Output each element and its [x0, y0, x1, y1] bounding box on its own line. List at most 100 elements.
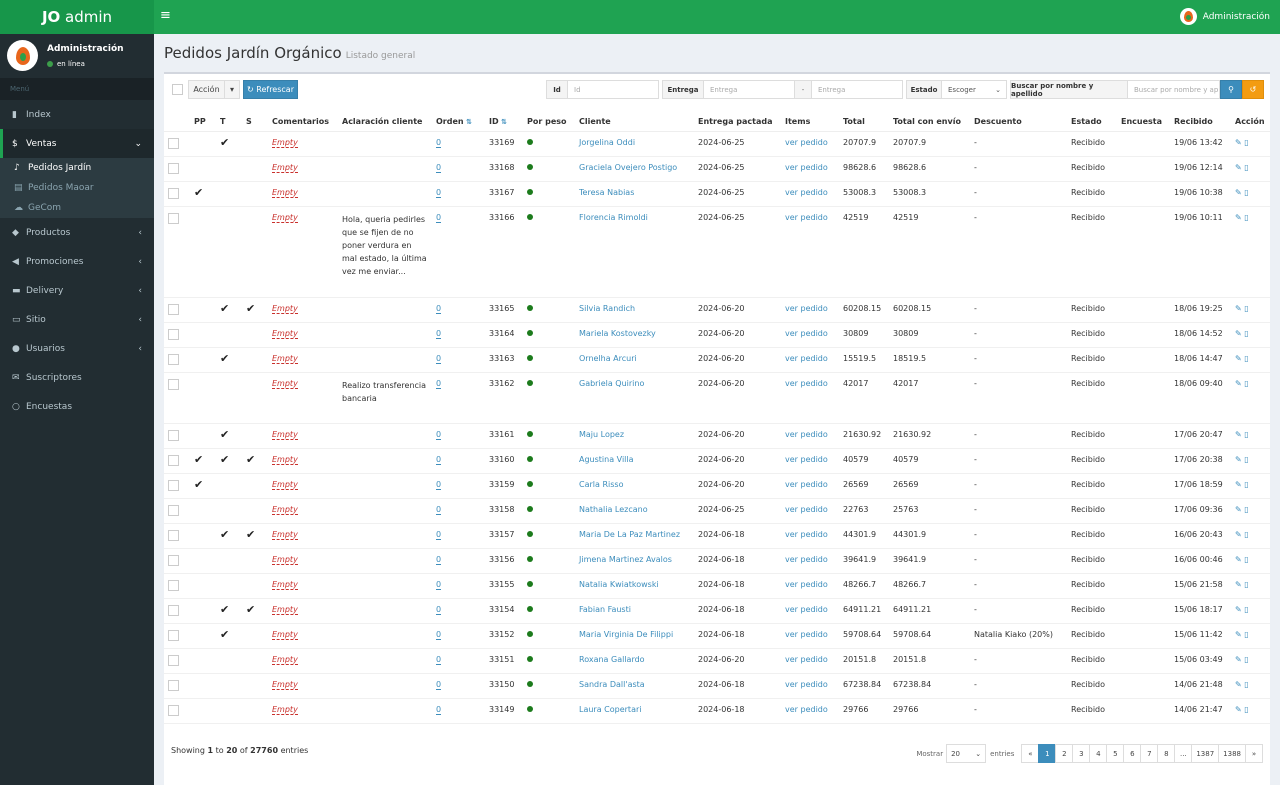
sidebar-item-sitio[interactable]: ▭ Sitio ‹ — [0, 305, 154, 334]
order-editable[interactable]: 0 — [436, 554, 442, 565]
sidebar-item-productos[interactable]: ◆ Productos ‹ — [0, 218, 154, 247]
page-button[interactable]: 5 — [1106, 744, 1125, 763]
comment-editable[interactable]: Empty — [272, 162, 298, 173]
client-link[interactable]: Nathalia Lezcano — [579, 504, 648, 514]
client-link[interactable]: Maria Virginia De Filippi — [579, 629, 674, 639]
client-link[interactable]: Sandra Dall'asta — [579, 679, 645, 689]
page-button[interactable]: 4 — [1089, 744, 1108, 763]
trash-icon[interactable]: ▯ — [1241, 454, 1249, 464]
row-checkbox[interactable] — [168, 353, 179, 365]
view-order-link[interactable]: ver pedido — [785, 504, 828, 514]
order-editable[interactable]: 0 — [436, 328, 442, 339]
row-checkbox[interactable] — [168, 479, 179, 491]
edit-icon[interactable]: ✎ — [1235, 328, 1242, 338]
trash-icon[interactable]: ▯ — [1241, 629, 1249, 639]
trash-icon[interactable]: ▯ — [1241, 378, 1249, 388]
row-checkbox[interactable] — [168, 529, 179, 541]
client-link[interactable]: Agustina Villa — [579, 454, 634, 464]
comment-editable[interactable]: Empty — [272, 212, 298, 223]
trash-icon[interactable]: ▯ — [1241, 353, 1249, 363]
row-checkbox[interactable] — [168, 629, 179, 641]
edit-icon[interactable]: ✎ — [1235, 479, 1242, 489]
sidebar-item-delivery[interactable]: ▬ Delivery ‹ — [0, 276, 154, 305]
page-button[interactable]: 7 — [1140, 744, 1159, 763]
trash-icon[interactable]: ▯ — [1241, 429, 1249, 439]
trash-icon[interactable]: ▯ — [1241, 679, 1249, 689]
row-checkbox[interactable] — [168, 504, 179, 516]
comment-editable[interactable]: Empty — [272, 529, 298, 540]
edit-icon[interactable]: ✎ — [1235, 162, 1242, 172]
row-checkbox[interactable] — [168, 303, 179, 315]
client-link[interactable]: Graciela Ovejero Postigo — [579, 162, 678, 172]
order-editable[interactable]: 0 — [436, 529, 442, 540]
search-input[interactable]: Buscar por nombre y ap — [1127, 80, 1220, 99]
row-checkbox[interactable] — [168, 212, 179, 224]
view-order-link[interactable]: ver pedido — [785, 704, 828, 714]
chevron-down-icon[interactable]: ▾ — [224, 80, 240, 99]
column-header[interactable]: ID ⇅ — [485, 112, 523, 132]
row-checkbox[interactable] — [168, 679, 179, 691]
edit-icon[interactable]: ✎ — [1235, 579, 1242, 589]
comment-editable[interactable]: Empty — [272, 479, 298, 490]
client-link[interactable]: Maju Lopez — [579, 429, 625, 439]
client-link[interactable]: Florencia Rimoldi — [579, 212, 648, 222]
comment-editable[interactable]: Empty — [272, 353, 298, 364]
row-checkbox[interactable] — [168, 604, 179, 616]
sidebar-item-suscriptores[interactable]: ✉ Suscriptores — [0, 363, 154, 392]
page-button[interactable]: 1387 — [1191, 744, 1220, 763]
view-order-link[interactable]: ver pedido — [785, 162, 828, 172]
client-link[interactable]: Fabian Fausti — [579, 604, 631, 614]
trash-icon[interactable]: ▯ — [1241, 704, 1249, 714]
client-link[interactable]: Ornelha Arcuri — [579, 353, 637, 363]
view-order-link[interactable]: ver pedido — [785, 187, 828, 197]
client-link[interactable]: Mariela Kostovezky — [579, 328, 656, 338]
client-link[interactable]: Jimena Martinez Avalos — [579, 554, 672, 564]
sidebar-item-encuestas[interactable]: ○ Encuestas — [0, 392, 154, 421]
page-button[interactable]: 1 — [1038, 744, 1057, 763]
trash-icon[interactable]: ▯ — [1241, 303, 1249, 313]
entrega-to-input[interactable]: Entrega — [811, 80, 903, 99]
page-button[interactable]: 2 — [1055, 744, 1074, 763]
page-button[interactable]: 8 — [1157, 744, 1176, 763]
refresh-button[interactable]: ↻ Refrescar — [243, 80, 298, 99]
client-link[interactable]: Laura Copertari — [579, 704, 642, 714]
order-editable[interactable]: 0 — [436, 137, 442, 148]
client-link[interactable]: Gabriela Quirino — [579, 378, 645, 388]
trash-icon[interactable]: ▯ — [1241, 554, 1249, 564]
view-order-link[interactable]: ver pedido — [785, 579, 828, 589]
edit-icon[interactable]: ✎ — [1235, 429, 1242, 439]
order-editable[interactable]: 0 — [436, 353, 442, 364]
edit-icon[interactable]: ✎ — [1235, 212, 1242, 222]
edit-icon[interactable]: ✎ — [1235, 187, 1242, 197]
trash-icon[interactable]: ▯ — [1241, 187, 1249, 197]
estado-select[interactable]: Escoger ⌄ — [941, 80, 1007, 99]
menu-toggle-icon[interactable]: ≡ — [160, 8, 171, 23]
id-filter-input[interactable]: Id — [567, 80, 659, 99]
client-link[interactable]: Teresa Nabias — [579, 187, 635, 197]
order-editable[interactable]: 0 — [436, 579, 442, 590]
comment-editable[interactable]: Empty — [272, 504, 298, 515]
order-editable[interactable]: 0 — [436, 479, 442, 490]
trash-icon[interactable]: ▯ — [1241, 504, 1249, 514]
comment-editable[interactable]: Empty — [272, 187, 298, 198]
trash-icon[interactable]: ▯ — [1241, 604, 1249, 614]
sidebar-subitem-0[interactable]: ♪ Pedidos Jardín — [0, 158, 154, 178]
view-order-link[interactable]: ver pedido — [785, 353, 828, 363]
trash-icon[interactable]: ▯ — [1241, 328, 1249, 338]
row-checkbox[interactable] — [168, 579, 179, 591]
page-button[interactable]: 3 — [1072, 744, 1091, 763]
order-editable[interactable]: 0 — [436, 604, 442, 615]
comment-editable[interactable]: Empty — [272, 378, 298, 389]
edit-icon[interactable]: ✎ — [1235, 604, 1242, 614]
view-order-link[interactable]: ver pedido — [785, 554, 828, 564]
order-editable[interactable]: 0 — [436, 187, 442, 198]
trash-icon[interactable]: ▯ — [1241, 212, 1249, 222]
order-editable[interactable]: 0 — [436, 429, 442, 440]
page-button[interactable]: ... — [1174, 744, 1193, 763]
comment-editable[interactable]: Empty — [272, 654, 298, 665]
order-editable[interactable]: 0 — [436, 378, 442, 389]
client-link[interactable]: Natalia Kwiatkowski — [579, 579, 659, 589]
view-order-link[interactable]: ver pedido — [785, 629, 828, 639]
view-order-link[interactable]: ver pedido — [785, 679, 828, 689]
page-button[interactable]: « — [1021, 744, 1040, 763]
